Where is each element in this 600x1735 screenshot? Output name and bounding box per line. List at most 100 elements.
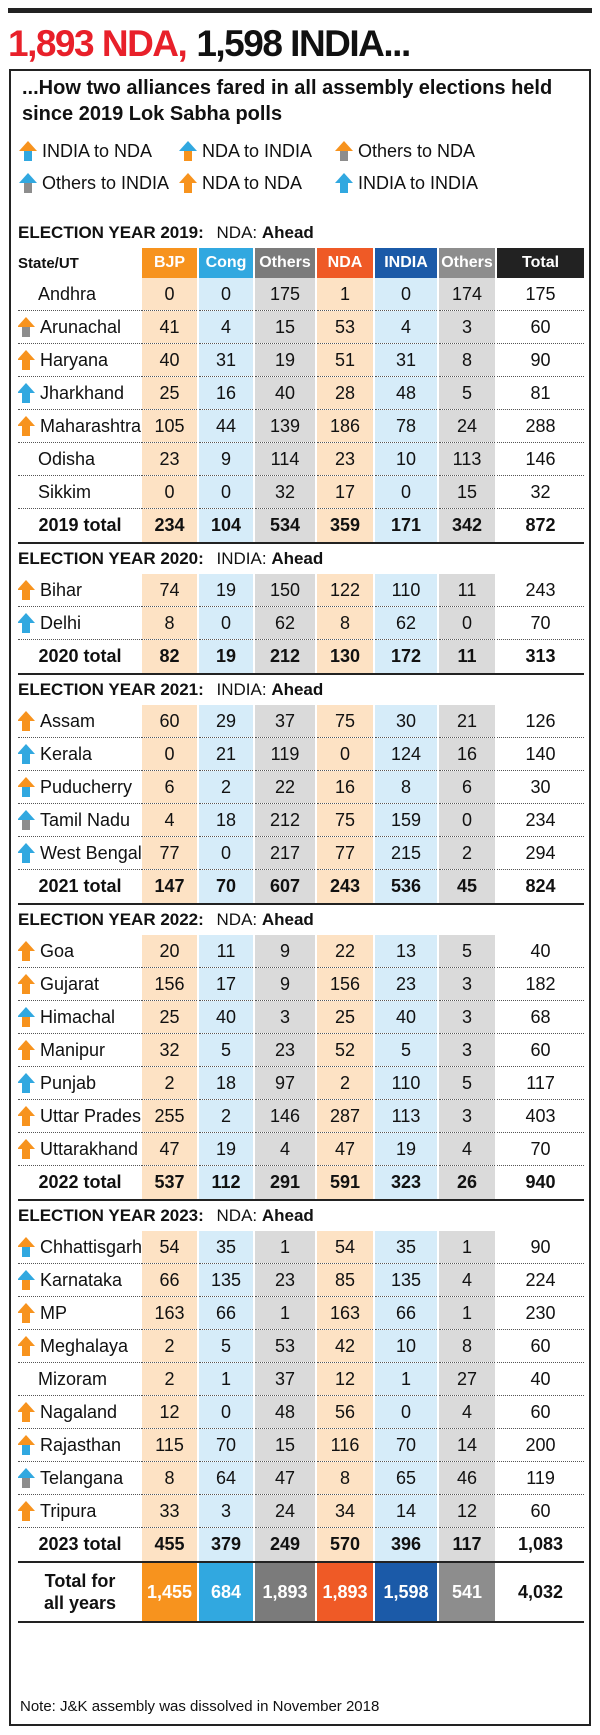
table-row: Tripura 33 3 24 34 14 12 60 — [18, 1494, 585, 1528]
state-name: Delhi — [40, 612, 82, 633]
state-cell: Kerala — [18, 737, 142, 771]
total-india: 172 — [373, 639, 438, 675]
column-header-nda: NDA — [315, 248, 374, 278]
seats-india: 30 — [373, 705, 438, 738]
total-total: 872 — [494, 508, 585, 544]
seats-others-alliance: 24 — [437, 409, 496, 443]
legend-label: NDA to INDIA — [202, 140, 313, 161]
state-cell: West Bengal — [18, 836, 142, 870]
seats-nda: 0 — [315, 737, 374, 771]
state-cell: Himachal — [18, 1000, 142, 1034]
seats-bjp: 0 — [142, 278, 198, 311]
nda-to-nda-arrow-icon — [18, 1138, 36, 1160]
year-header-cell: ELECTION YEAR 2021: INDIA: Ahead — [18, 674, 585, 705]
seats-cong: 0 — [197, 606, 254, 640]
state-cell: Tripura — [18, 1494, 142, 1528]
nda-to-india-arrow-icon — [178, 140, 198, 162]
state-name: Telangana — [40, 1467, 124, 1488]
seats-cong: 135 — [197, 1263, 254, 1297]
table-row: Uttarakhand 47 19 4 47 19 4 70 — [18, 1132, 585, 1166]
headline-india: 1,598 INDIA... — [196, 23, 411, 64]
total-total: 1,083 — [494, 1527, 585, 1563]
year-total-row: 2023 total 455 379 249 570 396 117 1,083 — [18, 1527, 585, 1563]
state-cell: Sikkim — [18, 475, 142, 509]
column-header-others-alliance: Others — [437, 248, 496, 278]
seats-nda: 75 — [315, 705, 374, 738]
seats-total: 60 — [494, 1494, 585, 1528]
seats-cong: 31 — [197, 343, 254, 377]
state-cell-content: Gujarat — [18, 968, 142, 1000]
results-table: ELECTION YEAR 2019: NDA: Ahead State/UT BJ… — [18, 218, 585, 1623]
india-to-india-arrow-icon — [18, 382, 36, 404]
seats-bjp: 60 — [142, 705, 198, 738]
seats-cong: 0 — [197, 475, 254, 509]
seats-nda: 42 — [315, 1329, 374, 1363]
state-cell: Bihar — [18, 574, 142, 607]
state-cell: Nagaland — [18, 1395, 142, 1429]
state-cell-content: Telangana — [18, 1462, 142, 1494]
table-row: Karnataka 66 135 23 85 135 4 224 — [18, 1263, 585, 1297]
seats-nda: 8 — [315, 1461, 374, 1495]
year-header: ELECTION YEAR 2023: NDA: Ahead — [18, 1200, 585, 1231]
seats-others-alliance: 46 — [437, 1461, 496, 1495]
seats-others-alliance: 174 — [437, 278, 496, 311]
seats-others: 3 — [253, 1000, 316, 1034]
legend: INDIA to NDA NDA to INDIA Others to NDA Oth… — [18, 136, 578, 206]
state-cell: Goa — [18, 935, 142, 968]
grand-total-label: Total for all years — [18, 1562, 142, 1623]
nda-to-nda-arrow-icon — [18, 1039, 36, 1061]
seats-nda: 34 — [315, 1494, 374, 1528]
seats-others-alliance: 0 — [437, 803, 496, 837]
seats-others-alliance: 4 — [437, 1132, 496, 1166]
seats-india: 40 — [373, 1000, 438, 1034]
seats-others: 40 — [253, 376, 316, 410]
seats-others-alliance: 6 — [437, 770, 496, 804]
seats-india: 10 — [373, 442, 438, 476]
seats-nda: 12 — [315, 1362, 374, 1396]
state-cell: Manipur — [18, 1033, 142, 1067]
seats-others-alliance: 11 — [437, 574, 496, 607]
seats-total: 126 — [494, 705, 585, 738]
total-bjp: 537 — [142, 1165, 198, 1201]
state-name: Goa — [40, 940, 75, 961]
nda-to-nda-arrow-icon — [18, 1302, 36, 1324]
year-header-cell: ELECTION YEAR 2019: NDA: Ahead — [18, 218, 585, 248]
seats-bjp: 40 — [142, 343, 198, 377]
state-name: Punjab — [40, 1072, 97, 1093]
seats-nda: 16 — [315, 770, 374, 804]
grand-total-total: 4,032 — [494, 1562, 585, 1623]
state-name: Tamil Nadu — [40, 809, 131, 830]
seats-nda: 85 — [315, 1263, 374, 1297]
status-label: Ahead — [261, 223, 314, 242]
total-total: 824 — [494, 869, 585, 905]
state-cell: Chhattisgarh — [18, 1231, 142, 1264]
status-label: Ahead — [271, 549, 324, 568]
legend-item-india-to-india: INDIA to INDIA — [334, 168, 478, 198]
seats-bjp: 115 — [142, 1428, 198, 1462]
seats-india: 48 — [373, 376, 438, 410]
state-name: Kerala — [40, 743, 93, 764]
seats-india: 65 — [373, 1461, 438, 1495]
seats-nda: 56 — [315, 1395, 374, 1429]
seats-others: 119 — [253, 737, 316, 771]
seats-india: 70 — [373, 1428, 438, 1462]
seats-cong: 5 — [197, 1329, 254, 1363]
state-cell: Uttar Pradesh — [18, 1099, 142, 1133]
seats-others: 19 — [253, 343, 316, 377]
table-row: Bihar 74 19 150 122 110 11 243 — [18, 574, 585, 607]
seats-india: 14 — [373, 1494, 438, 1528]
legend-label: Others to INDIA — [42, 172, 170, 193]
seats-india: 113 — [373, 1099, 438, 1133]
state-cell-content: Nagaland — [18, 1396, 142, 1428]
total-nda: 570 — [315, 1527, 374, 1563]
leading-alliance: INDIA: — [211, 549, 272, 568]
seats-others-alliance: 5 — [437, 376, 496, 410]
seats-total: 40 — [494, 935, 585, 968]
table-row: Andhra 0 0 175 1 0 174 175 — [18, 278, 585, 311]
year-label: ELECTION YEAR 2019: — [18, 223, 204, 242]
seats-india: 10 — [373, 1329, 438, 1363]
seats-india: 110 — [373, 574, 438, 607]
state-cell: Uttarakhand — [18, 1132, 142, 1166]
state-name: Sikkim — [38, 481, 91, 502]
total-india: 396 — [373, 1527, 438, 1563]
